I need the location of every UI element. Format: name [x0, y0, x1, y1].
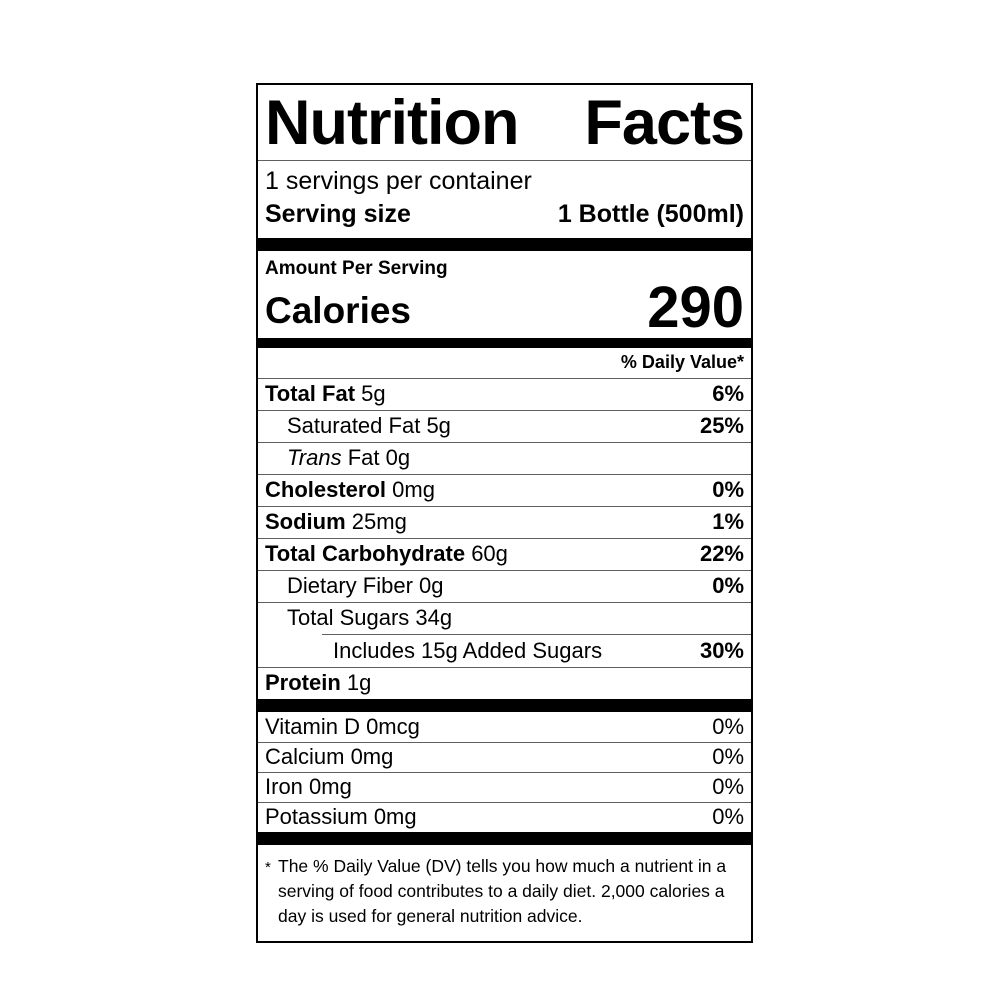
calcium-dv: 0% — [712, 744, 744, 770]
thick-separator-bar — [258, 698, 751, 712]
trans-fat-name: Trans — [287, 445, 342, 471]
divider — [258, 159, 751, 161]
sodium-dv: 1% — [712, 509, 744, 535]
title-word-nutrition: Nutrition — [265, 88, 519, 158]
row-vitamin-d: Vitamin D 0mcg 0% — [258, 712, 751, 742]
nutrition-facts-label: Nutrition Facts 1 servings per container… — [256, 83, 753, 943]
row-total-sugars: Total Sugars 34g — [258, 601, 751, 634]
footnote-line-1: The % Daily Value (DV) tells you how muc… — [278, 855, 727, 876]
sodium-name: Sodium — [265, 509, 346, 535]
total-sugars-name: Total Sugars — [287, 605, 410, 631]
dietary-fiber-dv: 0% — [712, 573, 744, 599]
indented-divider — [322, 633, 751, 635]
sodium-amount: 25mg — [351, 509, 407, 535]
potassium-name: Potassium 0mg — [265, 804, 417, 830]
iron-dv: 0% — [712, 774, 744, 800]
dietary-fiber-amount: 0g — [419, 573, 444, 599]
row-sodium: Sodium 25mg 1% — [258, 505, 751, 538]
saturated-fat-dv: 25% — [699, 413, 744, 439]
footnote-line-3: day is used for general nutrition advice… — [278, 905, 583, 926]
medium-separator-bar — [258, 337, 751, 348]
row-saturated-fat: Saturated Fat 5g 25% — [258, 409, 751, 442]
cholesterol-name: Cholesterol — [265, 477, 387, 503]
row-dietary-fiber: Dietary Fiber 0g 0% — [258, 569, 751, 602]
added-sugars-name: Includes 15g Added Sugars — [333, 637, 603, 663]
row-cholesterol: Cholesterol 0mg 0% — [258, 473, 751, 506]
row-iron: Iron 0mg 0% — [258, 771, 751, 802]
daily-value-header: % Daily Value* — [620, 351, 744, 372]
row-total-carbohydrate: Total Carbohydrate 60g 22% — [258, 537, 751, 570]
protein-name: Protein — [265, 670, 341, 696]
total-fat-amount: 5g — [361, 381, 386, 407]
potassium-dv: 0% — [712, 804, 744, 830]
total-fat-dv: 6% — [712, 381, 744, 407]
row-potassium: Potassium 0mg 0% — [258, 801, 751, 832]
dietary-fiber-name: Dietary Fiber — [287, 573, 413, 599]
cholesterol-amount: 0mg — [392, 477, 435, 503]
vitamin-d-name: Vitamin D 0mcg — [265, 713, 420, 739]
footnote: * The % Daily Value (DV) tells you how m… — [258, 845, 751, 941]
calories-label: Calories — [265, 289, 412, 331]
serving-size-value: 1 Bottle (500ml) — [557, 200, 744, 229]
row-trans-fat: Trans Fat 0g — [258, 441, 751, 474]
row-calcium: Calcium 0mg 0% — [258, 741, 751, 772]
calories-row: Calories 290 — [258, 275, 751, 341]
label-title: Nutrition Facts — [258, 85, 751, 160]
calcium-name: Calcium 0mg — [265, 744, 394, 770]
saturated-fat-amount: 5g — [426, 413, 451, 439]
protein-amount: 1g — [346, 670, 372, 696]
serving-size-label: Serving size — [265, 200, 411, 229]
servings-per-container: 1 servings per container — [265, 166, 532, 195]
footnote-asterisk: * — [265, 858, 271, 876]
row-protein: Protein 1g — [258, 666, 751, 699]
total-sugars-amount: 34g — [415, 605, 453, 631]
serving-size-row: Serving size 1 Bottle (500ml) — [258, 197, 751, 238]
row-total-fat: Total Fat 5g 6% — [258, 377, 751, 410]
total-carbohydrate-amount: 60g — [471, 541, 508, 567]
thick-separator-bar — [258, 831, 751, 845]
iron-name: Iron 0mg — [265, 774, 352, 800]
saturated-fat-name: Saturated Fat — [287, 413, 421, 439]
amount-per-serving-label: Amount Per Serving — [265, 257, 448, 279]
total-carbohydrate-dv: 22% — [699, 541, 744, 567]
trans-fat-amount: Fat 0g — [347, 445, 411, 471]
total-fat-name: Total Fat — [265, 381, 356, 407]
footnote-line-2: serving of food contributes to a daily d… — [278, 880, 725, 901]
thick-separator-bar — [258, 237, 751, 251]
row-added-sugars: Includes 15g Added Sugars 30% — [258, 635, 751, 667]
calories-value: 290 — [647, 275, 744, 341]
vitamin-d-dv: 0% — [712, 713, 744, 739]
cholesterol-dv: 0% — [712, 477, 744, 503]
footnote-text: The % Daily Value (DV) tells you how muc… — [278, 854, 743, 929]
title-word-facts: Facts — [584, 88, 745, 158]
total-carbohydrate-name: Total Carbohydrate — [265, 541, 466, 567]
added-sugars-dv: 30% — [699, 637, 744, 663]
